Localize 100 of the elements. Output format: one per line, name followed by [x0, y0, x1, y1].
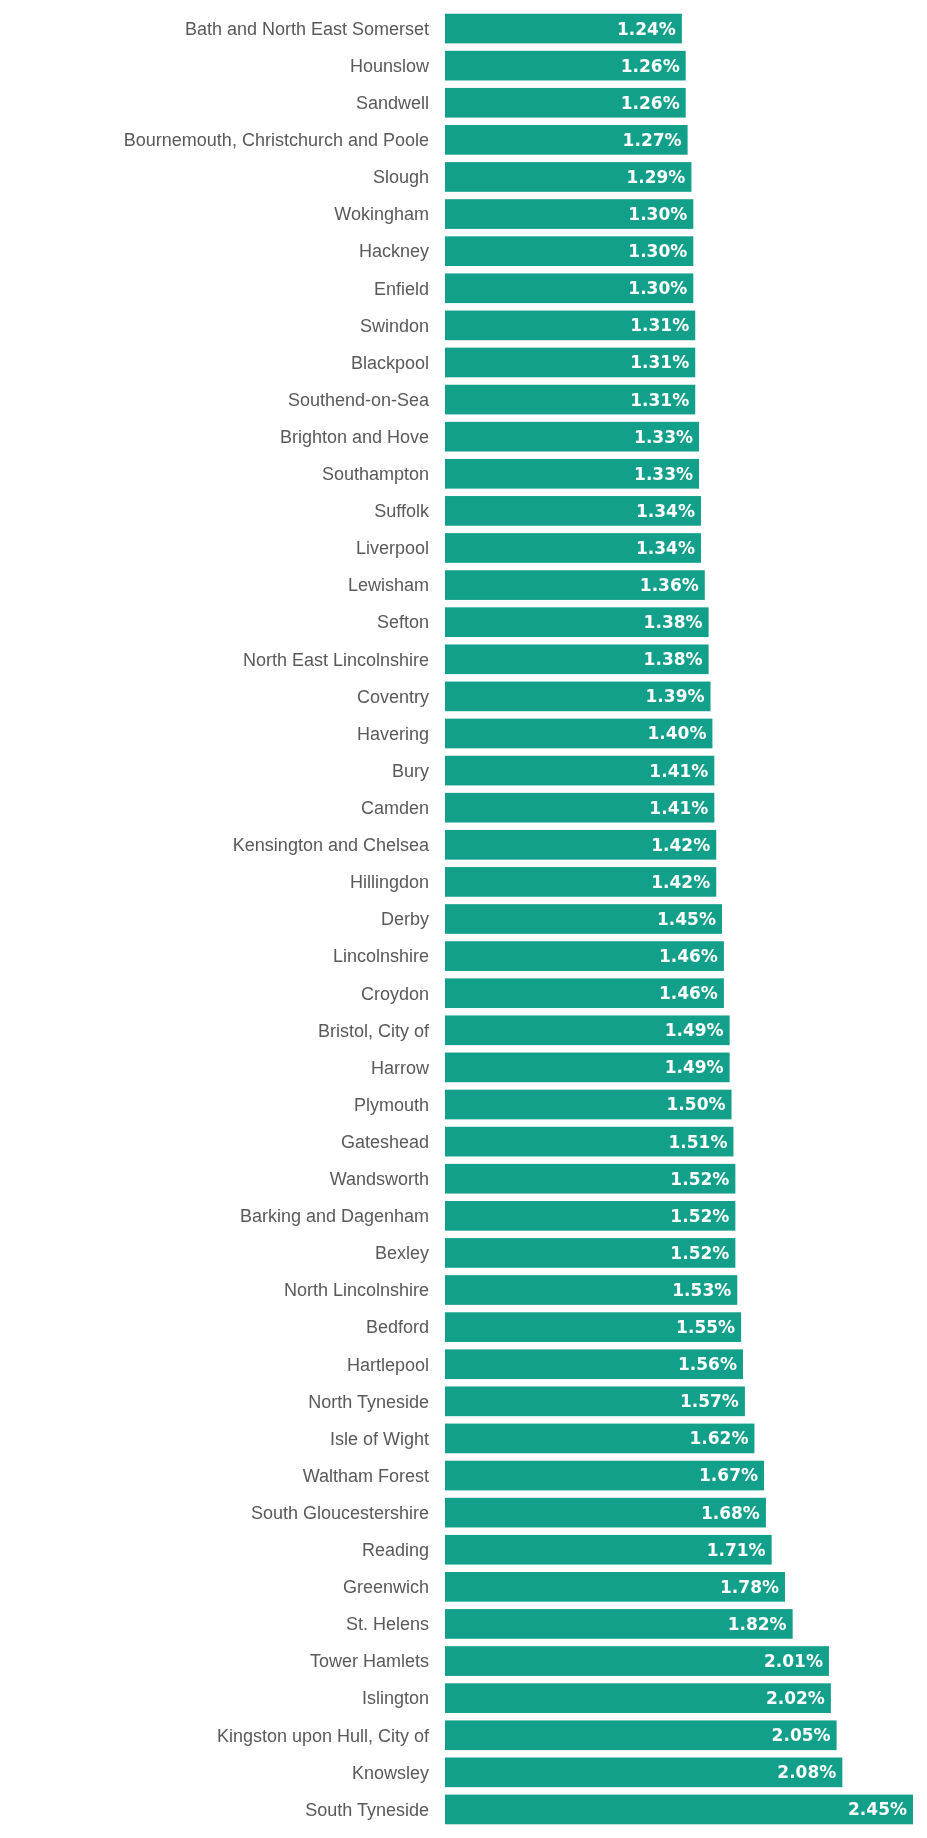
- y-tick-label: Southampton: [321, 464, 429, 485]
- y-tick-label: Blackpool: [350, 352, 429, 373]
- bar: [445, 273, 694, 304]
- data-label: 1.40%: [647, 723, 707, 744]
- bar: [445, 421, 700, 452]
- data-label: 2.02%: [765, 1688, 825, 1709]
- data-label: 1.42%: [651, 834, 711, 855]
- data-label: 1.78%: [720, 1576, 780, 1597]
- bar: [445, 867, 717, 897]
- bar: [445, 87, 686, 118]
- y-tick-label: Derby: [380, 909, 429, 930]
- data-label: 1.42%: [651, 871, 711, 892]
- data-label: 1.55%: [676, 1317, 736, 1338]
- y-tick-label: Bournemouth, Christchurch and Poole: [123, 130, 429, 151]
- bar: [445, 1534, 772, 1565]
- bar: [445, 1163, 736, 1194]
- bar: [445, 904, 722, 934]
- data-label: 1.39%: [645, 686, 705, 707]
- bar: [445, 1089, 732, 1120]
- data-label: 1.31%: [630, 315, 690, 336]
- data-label: 1.57%: [679, 1391, 739, 1412]
- data-label: 1.26%: [620, 55, 680, 76]
- bar: [445, 1609, 793, 1639]
- bar: [445, 458, 700, 489]
- data-label: 1.31%: [630, 352, 690, 373]
- bar: [445, 1646, 829, 1676]
- data-label: 1.71%: [706, 1539, 766, 1560]
- y-tick-label: Bath and North East Somerset: [184, 18, 429, 39]
- y-tick-label: Kensington and Chelsea: [232, 835, 430, 856]
- bar: [445, 570, 705, 600]
- bar: [445, 1238, 736, 1268]
- data-label: 1.33%: [634, 463, 694, 484]
- data-label: 1.49%: [664, 1057, 724, 1078]
- bar: [445, 1497, 766, 1528]
- bar: [445, 681, 711, 712]
- y-tick-label: South Tyneside: [305, 1799, 429, 1820]
- data-label: 1.45%: [657, 908, 716, 929]
- bar: [445, 1683, 831, 1713]
- data-label: 1.36%: [639, 575, 699, 596]
- y-tick-label: Coventry: [356, 686, 429, 707]
- y-tick-label: Bristol, City of: [317, 1020, 430, 1041]
- y-tick-label: Kingston upon Hull, City of: [216, 1725, 430, 1746]
- data-label: 1.30%: [628, 278, 688, 299]
- y-tick-label: Hartlepool: [346, 1354, 429, 1375]
- data-label: 1.49%: [664, 1020, 724, 1041]
- bar: [445, 941, 724, 971]
- bar: [445, 384, 696, 415]
- y-tick-label: Slough: [372, 167, 429, 188]
- y-tick-label: Liverpool: [355, 538, 429, 559]
- bar: [445, 236, 694, 266]
- bar: [445, 607, 709, 638]
- y-tick-label: St. Helens: [345, 1614, 429, 1635]
- bar: [445, 644, 709, 675]
- bar: [445, 1200, 736, 1231]
- bar: [445, 50, 686, 81]
- y-tick-label: Bexley: [374, 1243, 429, 1264]
- data-label: 2.05%: [771, 1725, 831, 1746]
- y-tick-label: Croydon: [360, 983, 429, 1004]
- bar: [445, 1794, 913, 1825]
- y-tick-label: Bedford: [365, 1317, 429, 1338]
- data-label: 1.41%: [649, 797, 709, 818]
- data-label: 1.51%: [668, 1131, 728, 1152]
- data-label: 1.67%: [699, 1465, 758, 1486]
- y-tick-label: Southend-on-Sea: [287, 389, 430, 410]
- bar: [445, 1423, 755, 1454]
- y-tick-label: Havering: [356, 723, 429, 744]
- data-label: 1.62%: [689, 1428, 749, 1449]
- y-tick-label: Camden: [360, 797, 429, 818]
- y-tick-label: Sandwell: [355, 93, 429, 114]
- bar: [445, 496, 701, 526]
- bar: [445, 1349, 743, 1380]
- bar: [445, 1015, 730, 1046]
- data-label: 1.30%: [628, 241, 688, 262]
- data-label: 1.31%: [630, 389, 690, 410]
- y-tick-label: Isle of Wight: [329, 1428, 429, 1449]
- data-label: 1.27%: [622, 129, 682, 150]
- data-label: 2.08%: [777, 1762, 837, 1783]
- bar: [445, 533, 701, 563]
- y-tick-label: South Gloucestershire: [250, 1502, 429, 1523]
- y-tick-label: Wokingham: [334, 204, 429, 225]
- data-label: 2.45%: [848, 1799, 907, 1820]
- bar: [445, 1460, 764, 1491]
- y-tick-label: Harrow: [370, 1057, 430, 1078]
- data-label: 1.30%: [628, 204, 688, 225]
- y-tick-label: Lewisham: [347, 575, 429, 596]
- bar: [445, 978, 724, 1009]
- y-tick-label: Plymouth: [353, 1094, 429, 1115]
- y-tick-label: Bury: [391, 760, 429, 781]
- bar: [445, 162, 692, 192]
- data-label: 1.46%: [658, 983, 718, 1004]
- y-tick-label: Sefton: [376, 612, 429, 633]
- y-tick-label: Wandsworth: [329, 1169, 429, 1190]
- y-tick-label: Reading: [361, 1540, 429, 1561]
- bar: [445, 1757, 843, 1788]
- y-tick-label: Lincolnshire: [332, 946, 429, 967]
- y-tick-label: Hackney: [358, 241, 429, 262]
- data-label: 2.01%: [763, 1650, 823, 1671]
- data-label: 1.52%: [670, 1168, 730, 1189]
- y-tick-label: Knowsley: [351, 1762, 429, 1783]
- data-label: 1.34%: [635, 537, 695, 558]
